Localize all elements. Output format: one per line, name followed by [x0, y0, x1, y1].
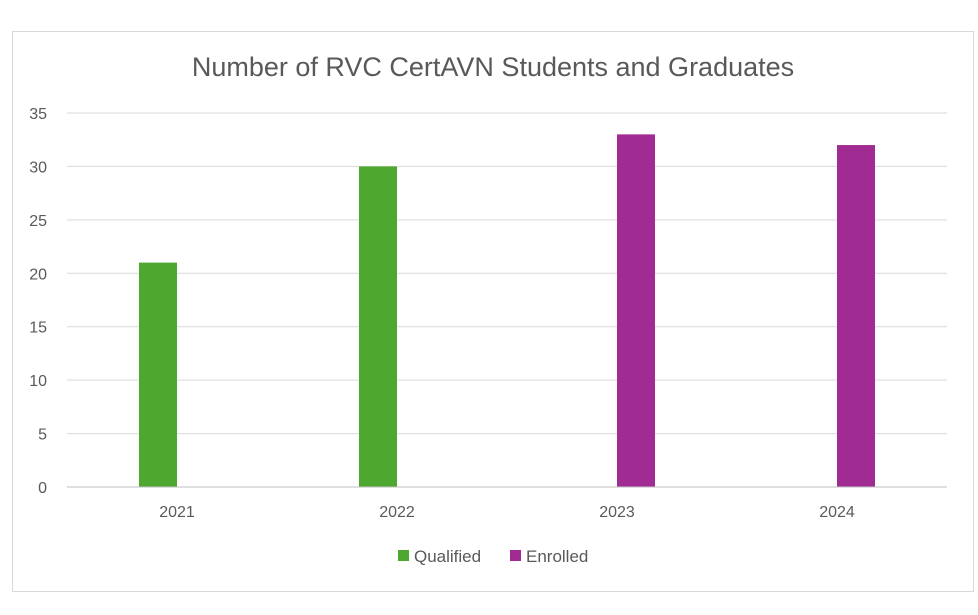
legend-item-qualified: Qualified — [398, 547, 481, 566]
bars — [139, 134, 875, 488]
legend: Qualified Enrolled — [398, 547, 588, 566]
chart-title: Number of RVC CertAVN Students and Gradu… — [192, 52, 794, 82]
legend-swatch — [398, 550, 409, 561]
bar-qualified-2022 — [359, 166, 397, 487]
legend-item-enrolled: Enrolled — [510, 547, 588, 566]
y-tick-label: 0 — [38, 480, 47, 497]
legend-label: Enrolled — [526, 547, 588, 566]
x-tick-label: 2024 — [819, 504, 855, 521]
gridlines — [67, 112, 947, 435]
y-tick-label: 5 — [38, 427, 47, 444]
x-tick-label: 2023 — [599, 504, 635, 521]
y-tick-label: 25 — [29, 213, 47, 230]
x-tick-label: 2021 — [159, 504, 195, 521]
y-axis-tick-labels: 0 5 10 15 20 25 30 35 — [29, 106, 47, 497]
legend-swatch — [510, 550, 521, 561]
y-tick-label: 30 — [29, 159, 47, 176]
x-tick-label: 2022 — [379, 504, 415, 521]
y-tick-label: 20 — [29, 266, 47, 283]
legend-label: Qualified — [414, 547, 481, 566]
y-tick-label: 15 — [29, 320, 47, 337]
bar-enrolled-2024 — [837, 145, 875, 488]
x-axis-tick-labels: 2021 2022 2023 2024 — [159, 504, 855, 521]
bar-enrolled-2023 — [617, 134, 655, 487]
y-tick-label: 10 — [29, 373, 47, 390]
bar-qualified-2021 — [139, 262, 177, 487]
y-tick-label: 35 — [29, 106, 47, 123]
